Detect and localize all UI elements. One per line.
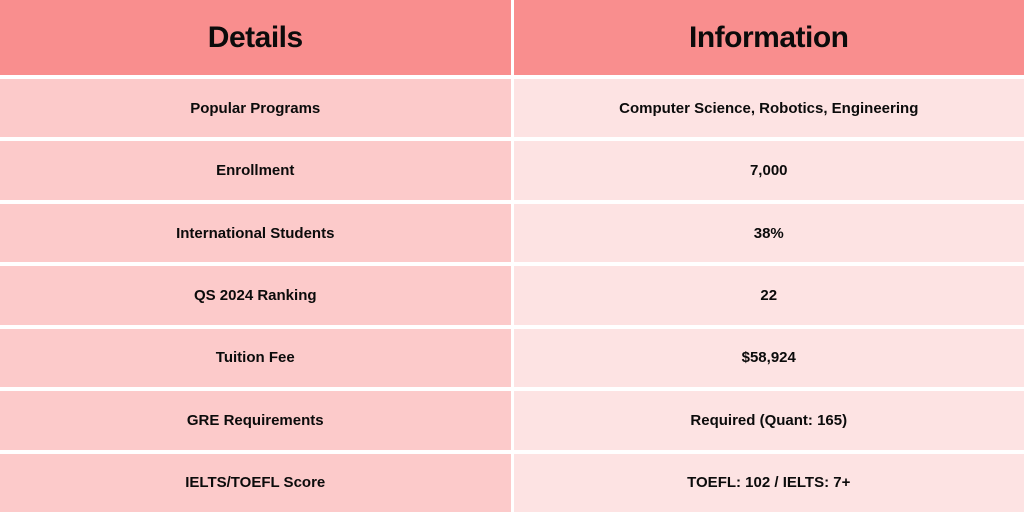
cell-details: Tuition Fee — [0, 329, 514, 387]
table-row: QS 2024 Ranking 22 — [0, 262, 1024, 324]
cell-details: IELTS/TOEFL Score — [0, 454, 514, 512]
table-row: Enrollment 7,000 — [0, 137, 1024, 199]
cell-details: Enrollment — [0, 141, 514, 199]
cell-information: 22 — [514, 266, 1024, 324]
cell-information: Required (Quant: 165) — [514, 391, 1024, 449]
table-row: GRE Requirements Required (Quant: 165) — [0, 387, 1024, 449]
cell-details: QS 2024 Ranking — [0, 266, 514, 324]
cell-details: International Students — [0, 204, 514, 262]
cell-information: Computer Science, Robotics, Engineering — [514, 79, 1024, 137]
table-header-row: Details Information — [0, 0, 1024, 75]
cell-information: $58,924 — [514, 329, 1024, 387]
table-row: IELTS/TOEFL Score TOEFL: 102 / IELTS: 7+ — [0, 450, 1024, 512]
cell-information: 38% — [514, 204, 1024, 262]
info-table: Details Information Popular Programs Com… — [0, 0, 1024, 512]
cell-information: TOEFL: 102 / IELTS: 7+ — [514, 454, 1024, 512]
cell-information: 7,000 — [514, 141, 1024, 199]
table-row: Popular Programs Computer Science, Robot… — [0, 75, 1024, 137]
table-row: International Students 38% — [0, 200, 1024, 262]
cell-details: Popular Programs — [0, 79, 514, 137]
header-information: Information — [514, 0, 1024, 75]
header-details: Details — [0, 0, 514, 75]
cell-details: GRE Requirements — [0, 391, 514, 449]
table-row: Tuition Fee $58,924 — [0, 325, 1024, 387]
